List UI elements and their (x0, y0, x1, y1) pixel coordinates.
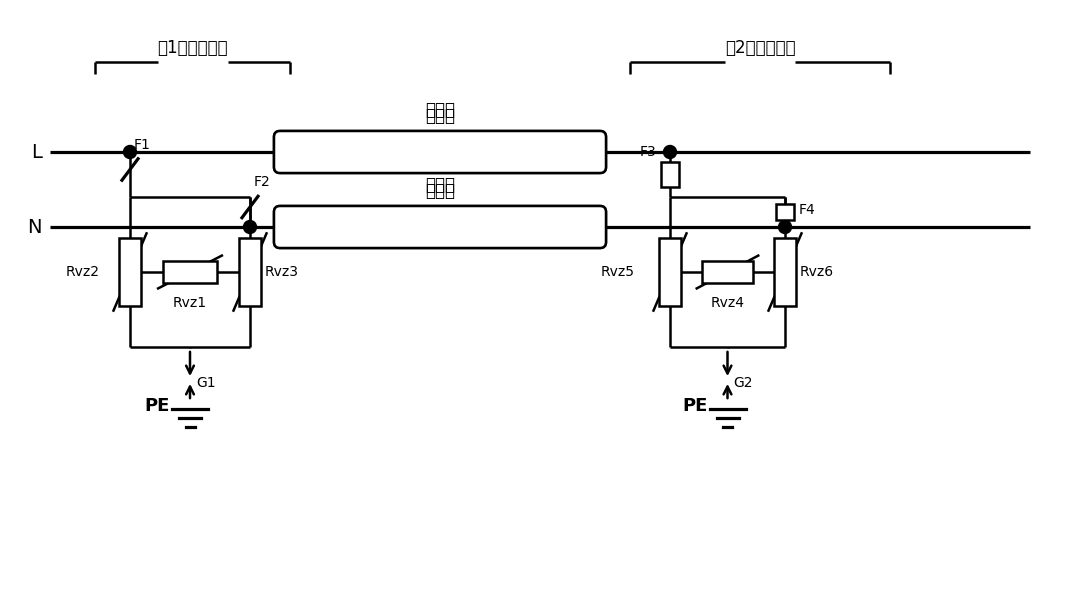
Bar (774, 238, 796, 305)
Bar (659, 238, 681, 305)
FancyBboxPatch shape (274, 206, 606, 248)
Circle shape (779, 220, 792, 233)
Circle shape (663, 146, 676, 159)
Text: G2: G2 (733, 376, 753, 390)
Text: G1: G1 (195, 376, 216, 390)
Text: Rvz5: Rvz5 (600, 265, 635, 279)
Text: Rvz6: Rvz6 (800, 265, 834, 279)
Text: F2: F2 (254, 175, 271, 189)
Text: 第1级防雷电路: 第1级防雷电路 (158, 39, 228, 57)
FancyBboxPatch shape (274, 131, 606, 173)
Bar (119, 238, 141, 305)
Circle shape (243, 220, 257, 233)
Text: Rvz1: Rvz1 (173, 296, 207, 310)
Bar (239, 238, 261, 305)
FancyBboxPatch shape (274, 131, 606, 173)
Bar (163, 261, 217, 283)
Text: 馈电线: 馈电线 (426, 101, 455, 119)
Bar (702, 261, 754, 283)
Bar (777, 204, 794, 220)
Text: 馈电线: 馈电线 (426, 176, 455, 194)
Text: F3: F3 (639, 145, 656, 159)
FancyBboxPatch shape (274, 206, 606, 248)
Text: L: L (31, 143, 42, 162)
Text: 馈电线: 馈电线 (426, 107, 455, 125)
Circle shape (123, 146, 136, 159)
Text: F4: F4 (799, 203, 815, 217)
Text: PE: PE (145, 397, 170, 415)
Text: Rvz4: Rvz4 (711, 296, 744, 310)
Text: F1: F1 (134, 137, 151, 152)
Text: N: N (27, 217, 42, 236)
Text: Rvz2: Rvz2 (66, 265, 100, 279)
Text: 第2级防雷电路: 第2级防雷电路 (725, 39, 795, 57)
Bar (661, 162, 679, 187)
Text: PE: PE (683, 397, 707, 415)
Text: Rvz3: Rvz3 (265, 265, 299, 279)
Text: 馈电线: 馈电线 (426, 182, 455, 200)
